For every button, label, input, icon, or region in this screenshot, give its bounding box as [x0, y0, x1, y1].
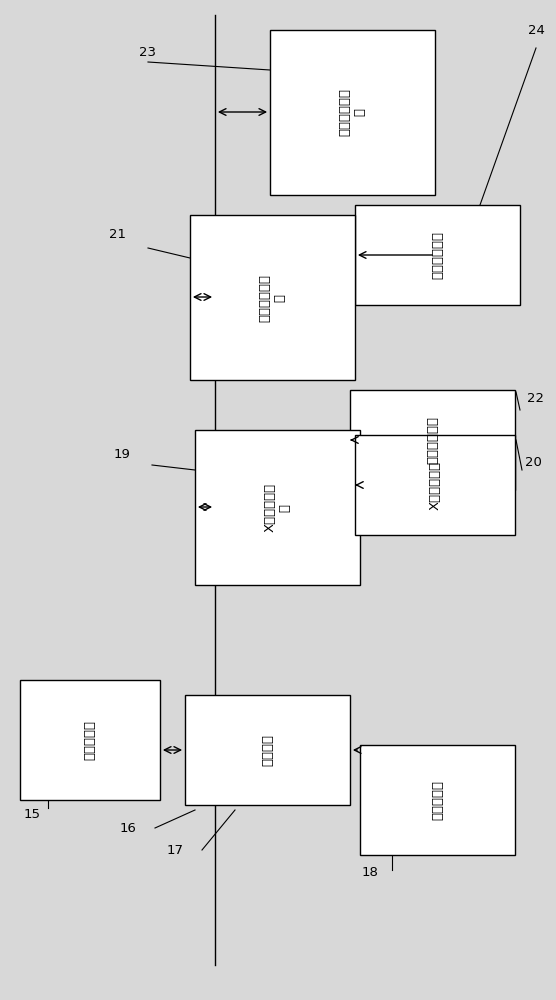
Bar [270, 30, 435, 195]
Text: 16: 16 [120, 822, 136, 834]
Text: 19: 19 [113, 448, 131, 462]
Text: 主控制单元: 主控制单元 [83, 720, 97, 760]
Text: X轴伺服控制
器: X轴伺服控制 器 [264, 483, 291, 532]
Text: X轴伺服电机: X轴伺服电机 [429, 460, 441, 510]
Bar [360, 745, 515, 855]
Bar [20, 680, 160, 800]
Text: 17: 17 [166, 844, 183, 856]
Text: 18: 18 [361, 865, 379, 879]
Bar [195, 430, 360, 585]
Text: 22: 22 [527, 391, 544, 404]
Text: 21: 21 [110, 229, 127, 241]
Bar [355, 435, 515, 535]
Text: 牵拉伺服控制
器: 牵拉伺服控制 器 [339, 89, 366, 136]
Text: 时钟单元: 时钟单元 [261, 734, 274, 766]
Text: 储纱伺服控制
器: 储纱伺服控制 器 [259, 273, 286, 322]
Bar [355, 205, 520, 305]
Text: 24: 24 [528, 23, 544, 36]
Text: 23: 23 [140, 45, 156, 58]
Bar [190, 215, 355, 380]
Text: 15: 15 [23, 808, 41, 822]
Bar [185, 695, 350, 805]
Text: 20: 20 [524, 456, 542, 468]
Bar [350, 390, 515, 490]
Text: 牵拉伺服电机: 牵拉伺服电机 [431, 231, 444, 279]
Text: 储纱伺服电机: 储纱伺服电机 [426, 416, 439, 464]
Text: 主轴编码器: 主轴编码器 [431, 780, 444, 820]
